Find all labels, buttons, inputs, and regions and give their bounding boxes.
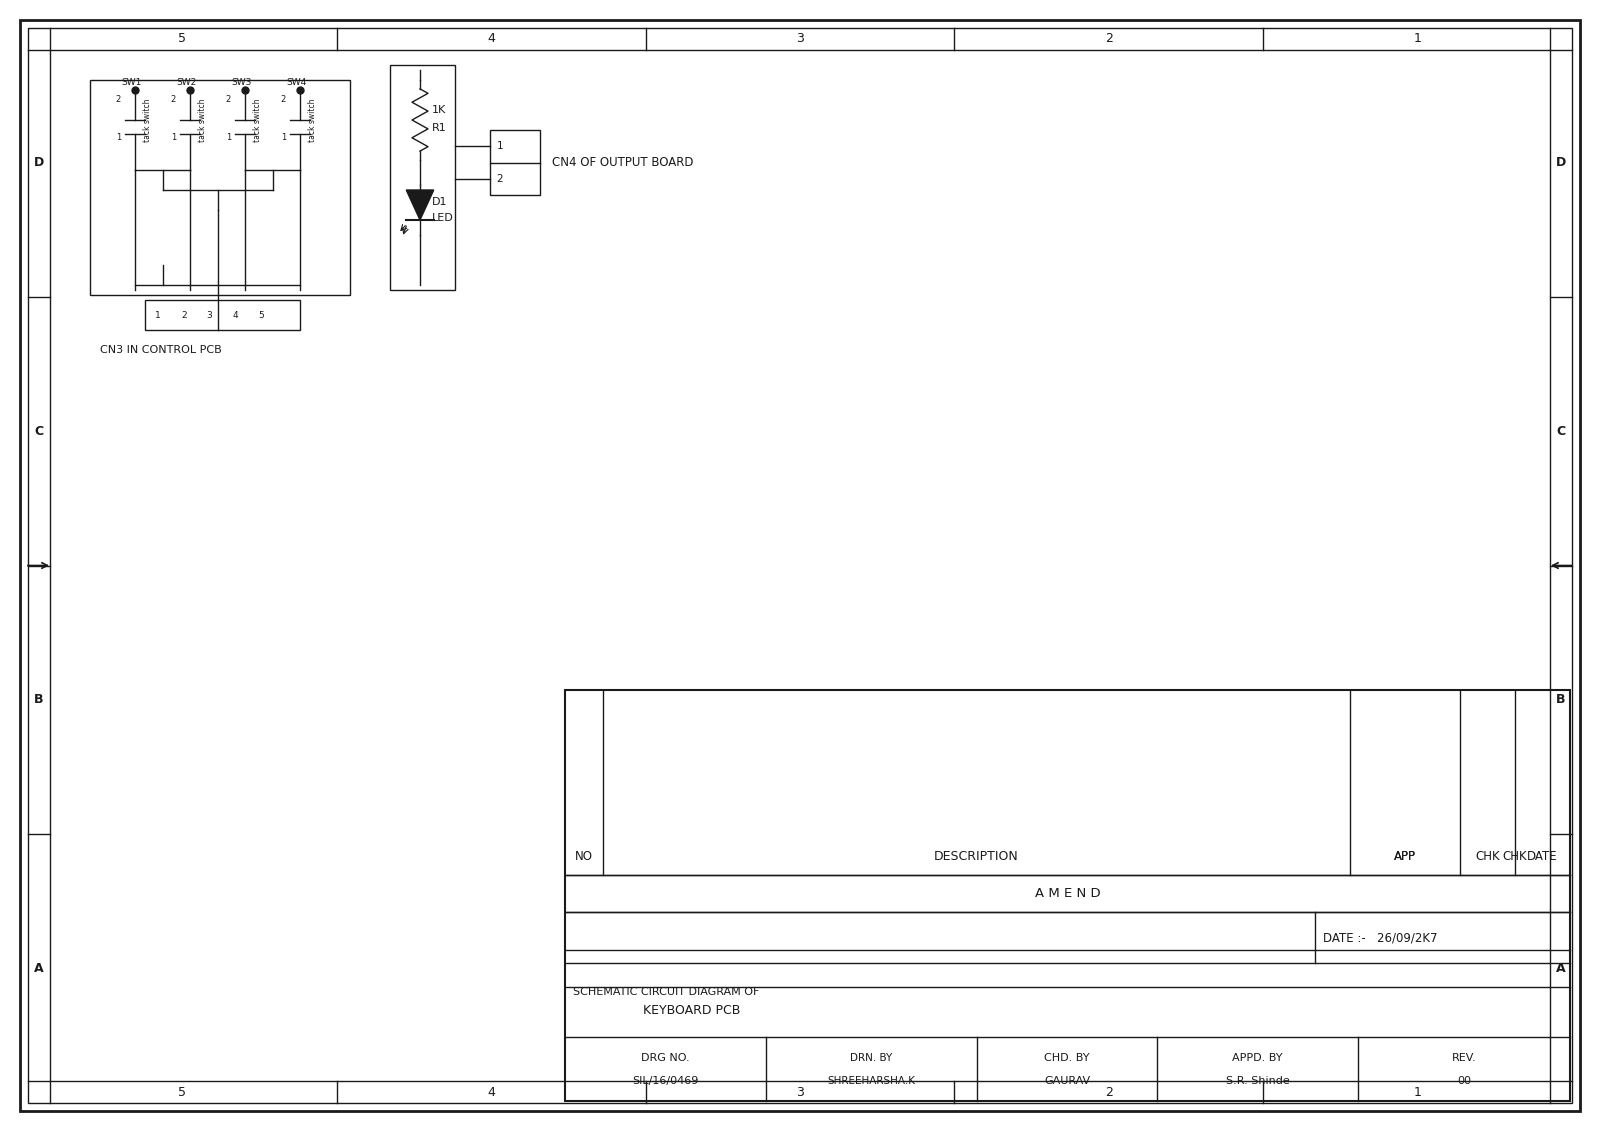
Text: CHD. BY: CHD. BY — [1045, 1053, 1090, 1063]
Text: C: C — [35, 424, 43, 438]
Text: 1: 1 — [155, 311, 160, 319]
Text: 3: 3 — [797, 33, 803, 45]
Text: 4: 4 — [488, 1086, 494, 1098]
Text: D: D — [1555, 156, 1566, 169]
Text: GAURAV: GAURAV — [1043, 1076, 1090, 1086]
Text: SCHEMATIC CIRCUIT DIAGRAM OF: SCHEMATIC CIRCUIT DIAGRAM OF — [573, 987, 760, 998]
Text: 1: 1 — [280, 133, 286, 143]
Text: SW2: SW2 — [176, 78, 197, 87]
Text: A: A — [34, 962, 43, 975]
Text: DRN. BY: DRN. BY — [850, 1053, 893, 1063]
Text: 3: 3 — [206, 311, 213, 319]
Text: REV.: REV. — [1451, 1053, 1477, 1063]
Text: 3: 3 — [797, 1086, 803, 1098]
Text: 5: 5 — [179, 1086, 186, 1098]
Text: tack switch: tack switch — [142, 98, 152, 141]
Text: 4: 4 — [232, 311, 238, 319]
Text: 2: 2 — [1106, 1086, 1112, 1098]
Text: B: B — [34, 693, 43, 707]
Text: DESCRIPTION: DESCRIPTION — [934, 851, 1019, 863]
Text: 1: 1 — [1414, 33, 1421, 45]
Text: SHREEHARSHA.K: SHREEHARSHA.K — [827, 1076, 915, 1086]
Text: 1: 1 — [171, 133, 176, 143]
Text: 2: 2 — [115, 95, 122, 104]
Text: CN4 OF OUTPUT BOARD: CN4 OF OUTPUT BOARD — [552, 156, 693, 169]
Polygon shape — [406, 190, 434, 221]
Text: SIL/16/0469: SIL/16/0469 — [632, 1076, 699, 1086]
Text: A: A — [1557, 962, 1566, 975]
Text: tack switch: tack switch — [198, 98, 206, 141]
Bar — [146, 300, 301, 330]
Text: D: D — [34, 156, 45, 169]
Text: 1: 1 — [115, 133, 122, 143]
Text: 1: 1 — [1414, 1086, 1421, 1098]
Text: S.R. Shinde: S.R. Shinde — [1226, 1076, 1290, 1086]
Text: B: B — [1557, 693, 1566, 707]
Text: SW1: SW1 — [122, 78, 141, 87]
Text: 2: 2 — [181, 311, 187, 319]
Text: SW3: SW3 — [230, 78, 251, 87]
Text: 1: 1 — [496, 141, 504, 152]
Text: NO: NO — [574, 851, 594, 863]
Text: 5: 5 — [179, 33, 186, 45]
Bar — [390, 64, 454, 290]
Text: APP: APP — [1394, 851, 1416, 863]
Text: 00: 00 — [1458, 1076, 1470, 1086]
Text: 5: 5 — [258, 311, 264, 319]
Text: C: C — [1557, 424, 1565, 438]
Text: DATE: DATE — [1526, 851, 1558, 863]
Text: tack switch: tack switch — [307, 98, 317, 141]
Bar — [490, 130, 541, 195]
Text: CN3 IN CONTROL PCB: CN3 IN CONTROL PCB — [99, 345, 222, 355]
Text: 2: 2 — [496, 174, 504, 183]
Bar — [565, 690, 1570, 1100]
Text: 2: 2 — [171, 95, 176, 104]
Text: DRG NO.: DRG NO. — [642, 1053, 690, 1063]
Text: APPD. BY: APPD. BY — [1232, 1053, 1283, 1063]
Text: 4: 4 — [488, 33, 494, 45]
Text: DATE :-   26/09/2K7: DATE :- 26/09/2K7 — [1323, 931, 1437, 944]
Text: R1: R1 — [432, 123, 446, 133]
Text: 1K: 1K — [432, 105, 446, 115]
Text: CHK: CHK — [1475, 851, 1499, 863]
Text: 2: 2 — [280, 95, 286, 104]
Text: SW4: SW4 — [286, 78, 306, 87]
Text: CHK: CHK — [1502, 851, 1528, 863]
Text: 2: 2 — [1106, 33, 1112, 45]
Text: 2: 2 — [226, 95, 230, 104]
Text: A M E N D: A M E N D — [1035, 888, 1101, 900]
Text: tack switch: tack switch — [253, 98, 262, 141]
Text: D1: D1 — [432, 197, 448, 207]
Bar — [90, 80, 350, 295]
Text: APP: APP — [1394, 851, 1416, 863]
Text: KEYBOARD PCB: KEYBOARD PCB — [643, 1004, 741, 1017]
Text: LED: LED — [432, 213, 454, 223]
Text: 1: 1 — [226, 133, 230, 143]
